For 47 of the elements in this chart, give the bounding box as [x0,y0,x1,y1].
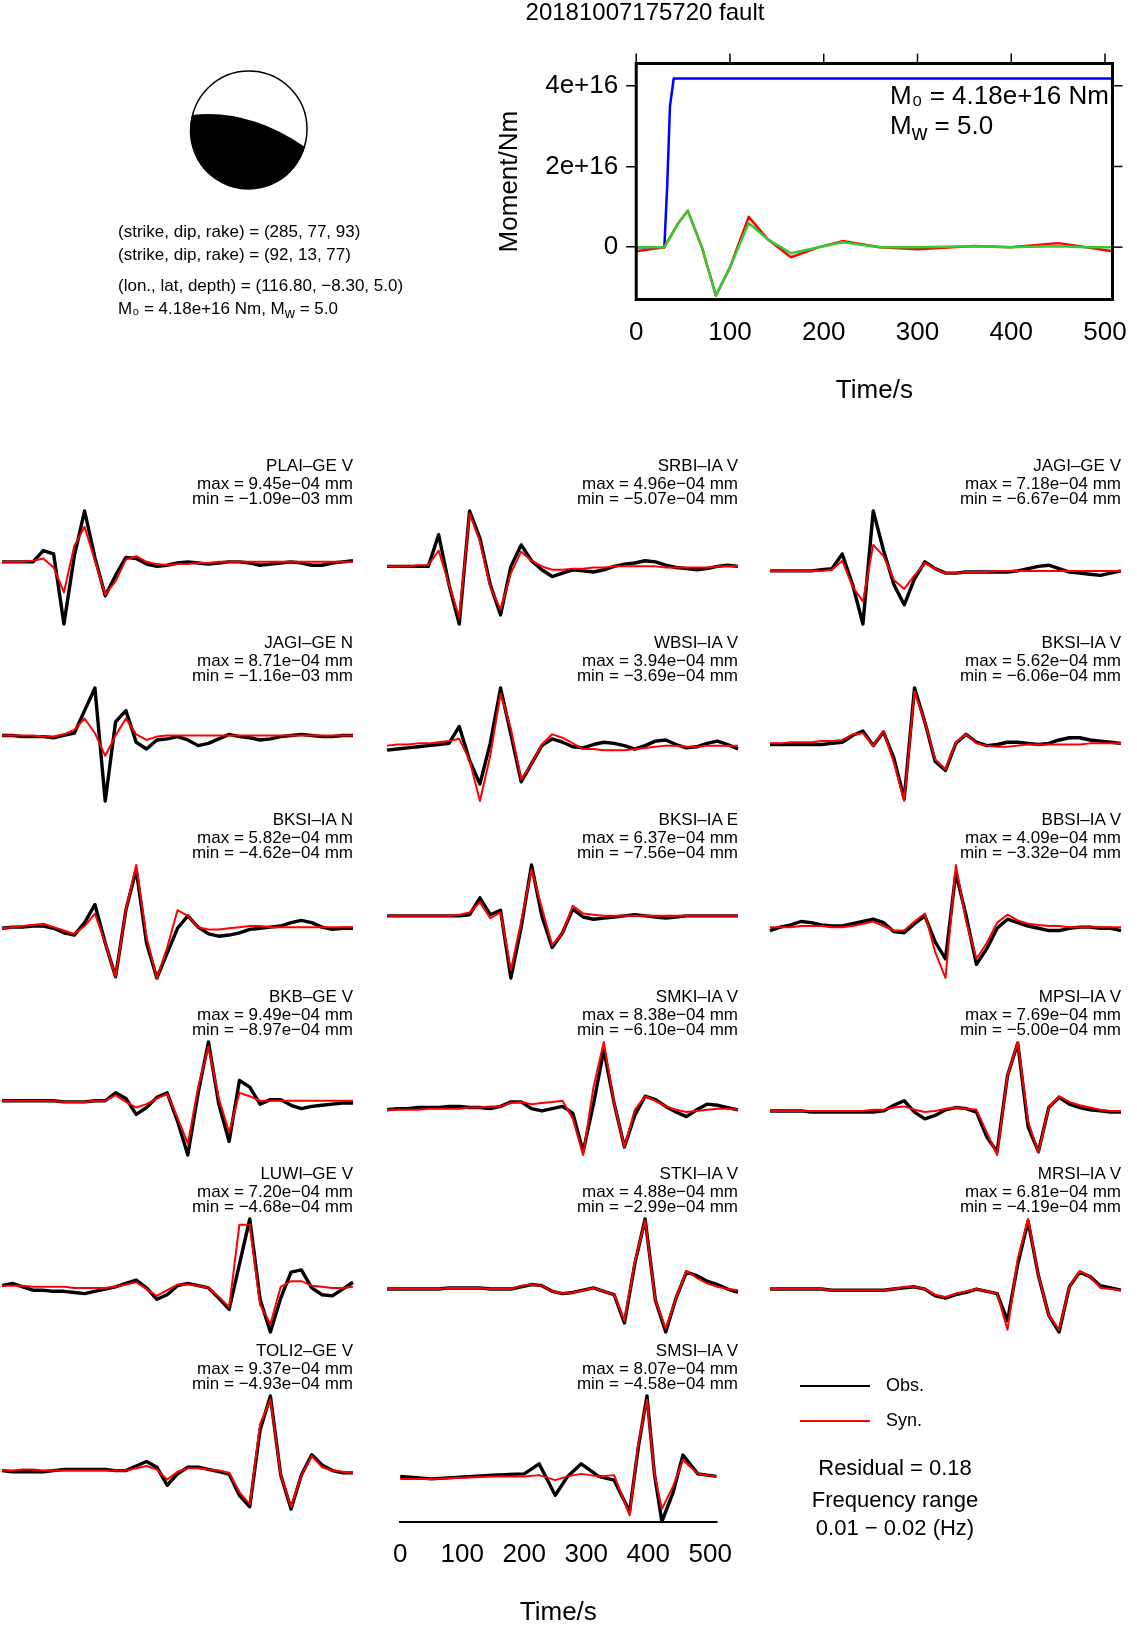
x-tick-label: 0 [393,1538,408,1569]
chart-title: BKSI–IA N [271,810,353,829]
x-tick-label: 300 [564,1538,608,1569]
x-tick-label: 0 [628,316,644,347]
y-tick-label: 2e+16 [545,149,619,180]
text: (strike, dip, rake) = (92, 13, 77) [118,244,352,266]
x-tick-label: 400 [989,316,1033,347]
text: Frequency range [810,1486,980,1514]
text: Residual = 0.18 [817,1454,973,1482]
chart-title: JAGI–GE V [1032,456,1121,475]
chart-title: STKI–IA V [658,1164,738,1183]
chart-title: 20181007175720 fault [524,0,766,26]
x-tick-label: 400 [626,1538,670,1569]
chart-title: BBSI–IA V [1040,810,1121,829]
chart-title: MPSI–IA V [1037,987,1121,1006]
text: M₀ = 4.18e+16 Nm, M$_{w}$ = 5.0 [118,298,339,324]
annotation: M₀ = 4.18e+16 Nm [890,80,1109,110]
chart-title: SRBI–IA V [656,456,738,475]
y-tick-label: 0 [603,230,619,261]
x-tick-label: 300 [895,316,940,347]
x-tick-label: 200 [802,316,846,347]
chart-title: BKSI–IA V [1040,633,1121,652]
chart-title: WBSI–IA V [652,633,738,652]
legend-label: Obs. [886,1375,925,1396]
y-axis-title: Moment/Nm [492,110,523,253]
annotation: M$_{w}$ = 5.0 [890,110,995,148]
x-tick-label: 500 [688,1538,732,1569]
chart-title: BKB–GE V [267,987,353,1006]
chart-title: LUWI–GE V [259,1164,353,1183]
y-tick-label: 4e+16 [545,68,619,99]
chart-title: BKSI–IA E [657,810,738,829]
x-axis-title: Time/s [519,1595,597,1626]
chart-title: JAGI–GE N [263,633,353,652]
chart-title: MRSI–IA V [1036,1164,1121,1183]
x-tick-label: 100 [440,1538,484,1569]
x-tick-label: 200 [502,1538,546,1569]
chart-title: SMKI–IA V [654,987,738,1006]
text: 0.01 − 0.02 (Hz) [814,1514,976,1542]
x-tick-label: 500 [1083,316,1127,347]
x-tick-label: 100 [708,316,752,347]
chart-title: PLAI–GE V [265,456,353,475]
text: (lon., lat, depth) = (116.80, −8.30, 5.0) [118,275,404,297]
chart-title: TOLI2–GE V [255,1341,353,1360]
x-axis-title: Time/s [835,373,913,404]
chart-title: SMSI–IA V [654,1341,738,1360]
text: (strike, dip, rake) = (285, 77, 93) [118,221,362,243]
legend-label: Syn. [886,1410,923,1431]
